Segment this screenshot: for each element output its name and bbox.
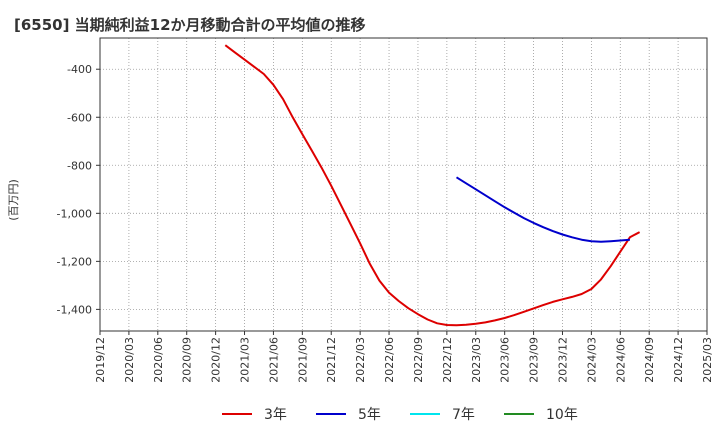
x-tick-label: 2022/09 [412,337,425,383]
x-tick-label: 2023/03 [470,337,483,383]
y-tick-label: -400 [67,63,92,76]
series-line-2 [455,176,630,243]
legend: 3年 5年 7年 10年 [222,407,578,423]
x-tick-label: 2021/09 [296,337,309,383]
x-tick-label: 2023/09 [528,337,541,383]
y-tick-label: -1,200 [57,255,92,268]
legend-label: 3年 [264,407,287,423]
x-tick-label: 2021/12 [325,337,338,383]
x-tick-label: 2023/12 [556,337,569,383]
x-tick-label: 2022/06 [383,337,396,383]
x-tick-label: 2024/03 [585,337,598,383]
x-tick-label: 2020/06 [152,337,165,383]
x-tick-label: 2021/06 [267,337,280,383]
y-axis-label: (百万円) [7,179,20,221]
series-line-1 [224,44,641,327]
x-tick-label: 2023/06 [499,337,512,383]
x-tick-label: 2021/03 [239,337,252,383]
plot-frame [99,37,708,332]
x-tick-label: 2022/03 [354,337,367,383]
x-tick-label: 2024/06 [614,337,627,383]
legend-label: 10年 [546,407,578,423]
legend-label: 7年 [452,407,475,423]
chart-title: [6550] 当期純利益12か月移動合計の平均値の推移 [14,16,366,34]
y-tick-label: -1,000 [57,207,92,220]
x-tick-label: 2020/12 [210,337,223,383]
y-tick-label: -600 [67,111,92,124]
x-tick-label: 2022/12 [441,337,454,383]
grid [99,38,708,331]
x-tick-label: 2020/03 [123,337,136,383]
x-tick-label: 2019/12 [94,337,107,383]
x-tick-label: 2024/12 [672,337,685,383]
y-tick-label: -1,400 [57,303,92,316]
series-lines [224,44,641,327]
x-axis: 2019/12 2020/03 2020/06 2020/09 2020/12 2021/… [94,331,714,383]
x-tick-label: 2020/09 [181,337,194,383]
y-tick-label: -800 [67,159,92,172]
x-tick-label: 2025/03 [701,337,714,383]
y-axis: -400 -600 -800 -1,000 -1,200 -1,400 [57,63,100,316]
x-tick-label: 2024/09 [643,337,656,383]
legend-label: 5年 [358,407,381,423]
